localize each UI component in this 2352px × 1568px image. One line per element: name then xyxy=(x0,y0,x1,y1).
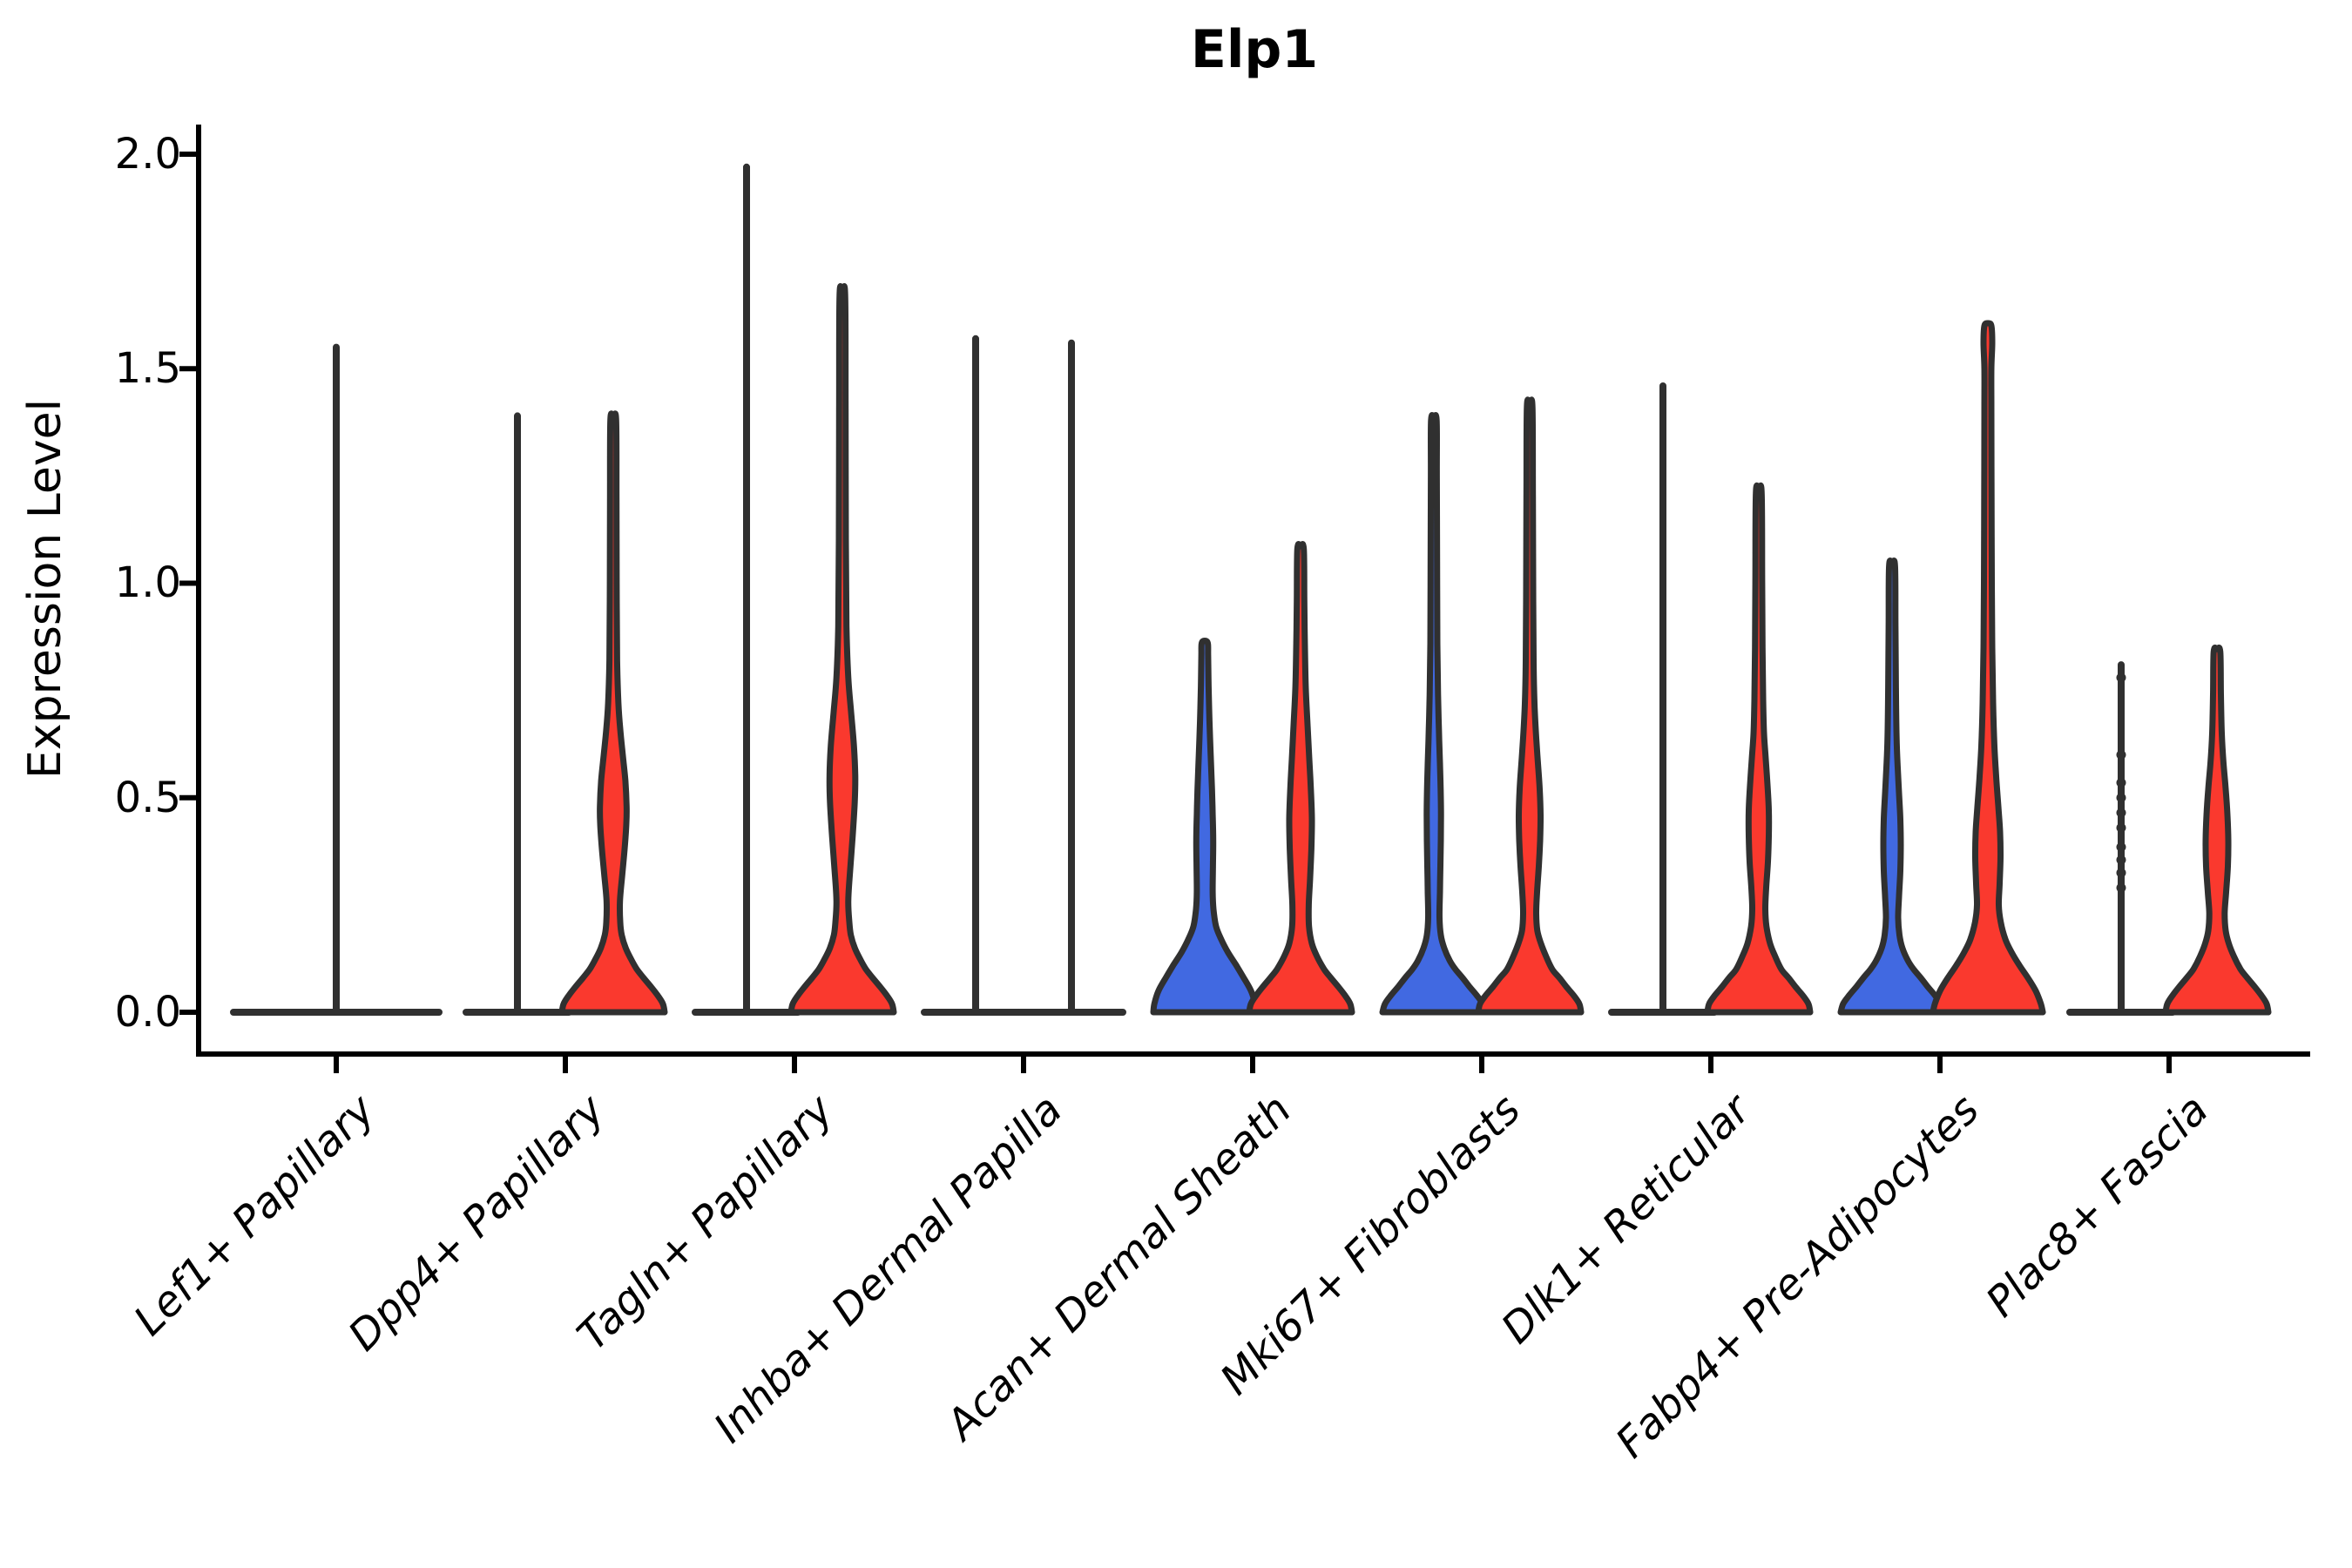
violin-plac8-red xyxy=(2162,645,2272,1016)
violin-dpp4-red xyxy=(558,410,668,1016)
violin-tagln-red xyxy=(787,283,897,1016)
expression-point xyxy=(2116,855,2126,865)
violin-dlk1-red xyxy=(1704,482,1814,1016)
expression-point xyxy=(2116,841,2126,852)
expression-point xyxy=(2116,822,2126,833)
violin-mki67-red xyxy=(1475,396,1585,1016)
y-axis-label: Expression Level xyxy=(19,398,71,780)
y-tick-label: 1.0 xyxy=(114,558,181,607)
violin-dlk1-blue xyxy=(1608,382,1718,1016)
y-tick-label: 2.0 xyxy=(114,130,181,179)
expression-point xyxy=(2116,750,2126,760)
violin-acan-red xyxy=(1246,541,1355,1016)
violin-inhba-red xyxy=(1017,339,1126,1016)
y-tick-label: 1.5 xyxy=(114,344,181,393)
expression-point xyxy=(2116,868,2126,878)
violin-fabp4-blue xyxy=(1837,558,1947,1016)
expression-point xyxy=(2116,808,2126,818)
violin-mki67-blue xyxy=(1379,412,1489,1016)
expression-point xyxy=(2116,672,2126,683)
violin-tagln-blue xyxy=(692,163,801,1016)
expression-point xyxy=(2116,778,2126,788)
expression-point xyxy=(2116,793,2126,803)
violin-dpp4-blue xyxy=(463,412,572,1016)
chart-title: Elp1 xyxy=(1190,19,1319,80)
violin-plac8-blue xyxy=(2066,661,2176,1016)
violin-inhba-blue xyxy=(921,335,1031,1016)
violin-lef1-none xyxy=(230,343,443,1016)
y-tick-label: 0.0 xyxy=(114,988,181,1037)
violin-acan-blue xyxy=(1150,638,1260,1016)
violin-fabp4-red xyxy=(1930,320,2046,1016)
expression-point xyxy=(2116,882,2126,893)
axis-spines xyxy=(196,125,2310,1057)
y-tick-label: 0.5 xyxy=(114,774,181,822)
